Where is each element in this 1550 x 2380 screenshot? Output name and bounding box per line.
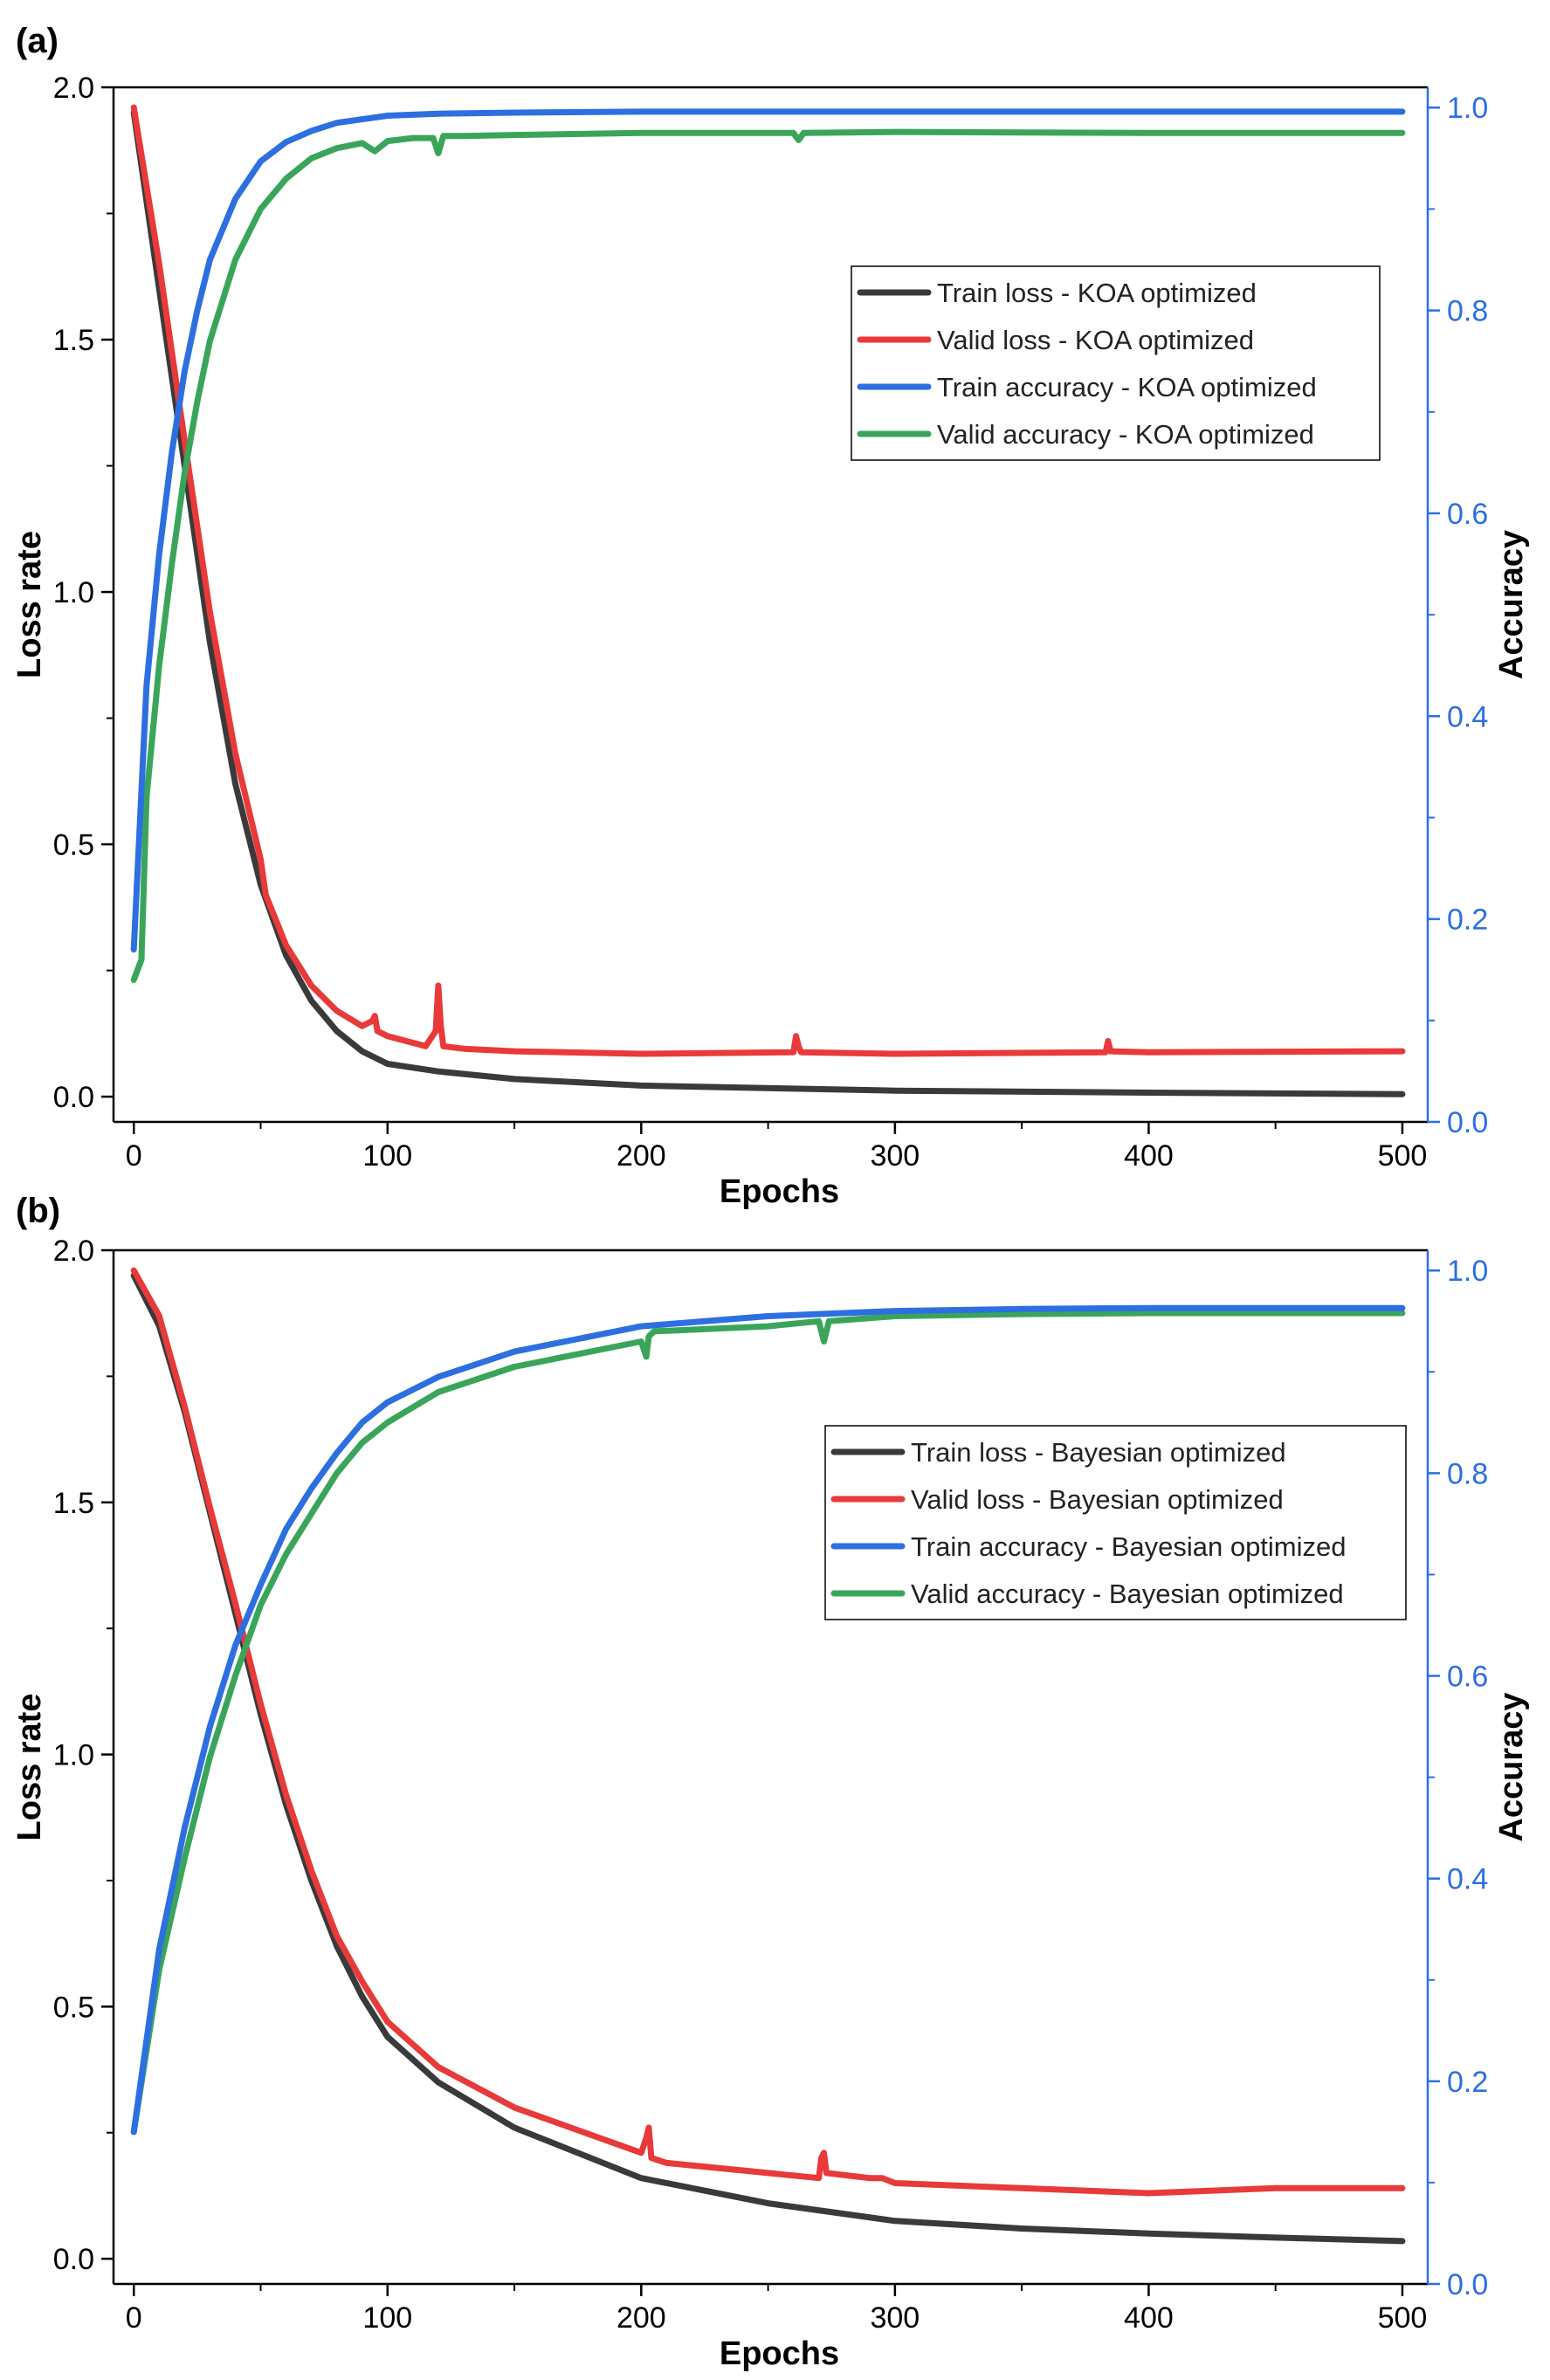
- y-tick-label: 0.5: [53, 1991, 94, 2024]
- legend-box: [851, 265, 1381, 461]
- series-group: [130, 104, 1406, 1097]
- x-tick-label: 500: [1378, 2301, 1428, 2335]
- series-line-valid-loss: [130, 104, 1406, 1057]
- y2-tick-label: 0.8: [1447, 1457, 1488, 1490]
- series-line-train-loss: [130, 109, 1406, 1097]
- x-tick-label: 400: [1124, 1139, 1174, 1173]
- series-line-valid-loss: [130, 1267, 1406, 2197]
- panel-a: (a) 0 100 200 300 400 500 0.0 0.5 1.0 1.5 2.0 0.0 0.2…: [11, 22, 1530, 1210]
- y2-tick-label: 1.0: [1447, 92, 1488, 125]
- y-tick-label: 0.0: [53, 2243, 94, 2276]
- x-tick-label: 0: [126, 2301, 142, 2335]
- x-axis-label: Epochs: [720, 1173, 839, 1210]
- y-tick-label: 1.0: [53, 576, 94, 609]
- series-line-valid-acc: [130, 128, 1406, 983]
- y2-tick-label: 0.4: [1447, 1863, 1488, 1896]
- legend-label-valid-loss: Valid loss - Bayesian optimized: [911, 1484, 1284, 1515]
- panel-label: (b): [16, 1192, 60, 1230]
- x-tick-label: 0: [126, 1139, 142, 1173]
- series-line-train-loss: [130, 1272, 1406, 2245]
- y2-tick-label: 0.2: [1447, 904, 1488, 937]
- y2-tick-label: 0.8: [1447, 295, 1488, 328]
- y-tick-label: 1.5: [53, 1487, 94, 1520]
- legend-label-valid-acc: Valid accuracy - KOA optimized: [937, 419, 1314, 450]
- y-tick-label: 0.5: [53, 829, 94, 862]
- series-line-train-acc: [130, 1304, 1406, 2136]
- x-tick-label: 500: [1378, 1139, 1428, 1173]
- y-axis-label: Loss rate: [11, 531, 48, 678]
- legend-label-train-loss: Train loss - KOA optimized: [937, 278, 1257, 308]
- x-axis-label: Epochs: [720, 2335, 839, 2372]
- x-tick-label: 200: [617, 1139, 666, 1173]
- legend-box: [824, 1425, 1407, 1620]
- y2-tick-label: 0.6: [1447, 1661, 1488, 1694]
- y2-tick-label: 0.2: [1447, 2066, 1488, 2099]
- legend: Train loss - Bayesian optimized Valid los…: [824, 1425, 1407, 1620]
- legend: Train loss - KOA optimized Valid loss - K…: [851, 265, 1381, 461]
- y2-tick-label: 0.0: [1447, 1106, 1488, 1139]
- legend-label-train-loss: Train loss - Bayesian optimized: [911, 1437, 1286, 1468]
- series-line-train-acc: [130, 108, 1406, 953]
- series-line-valid-acc: [130, 1310, 1406, 2136]
- legend-label-train-acc: Train accuracy - KOA optimized: [937, 372, 1317, 402]
- y-tick-label: 1.5: [53, 324, 94, 357]
- y2-tick-label: 1.0: [1447, 1255, 1488, 1288]
- y2-tick-label: 0.6: [1447, 498, 1488, 531]
- y2-tick-label: 0.4: [1447, 700, 1488, 733]
- x-tick-label: 300: [870, 2301, 920, 2335]
- y-tick-label: 2.0: [53, 1235, 94, 1268]
- y-axis-label: Loss rate: [11, 1694, 48, 1841]
- legend-label-train-acc: Train accuracy - Bayesian optimized: [911, 1531, 1347, 1562]
- y2-tick-label: 0.0: [1447, 2268, 1488, 2301]
- panel-b: (b) 0 100 200 300 400 500 0.0 0.5 1.0 1.5 2.0 0.0 0.2…: [11, 1192, 1530, 2372]
- panel-label: (a): [16, 22, 59, 60]
- legend-label-valid-loss: Valid loss - KOA optimized: [937, 325, 1254, 355]
- x-tick-label: 200: [617, 2301, 666, 2335]
- y-tick-label: 2.0: [53, 72, 94, 105]
- y-tick-label: 0.0: [53, 1081, 94, 1114]
- legend-label-valid-acc: Valid accuracy - Bayesian optimized: [911, 1579, 1344, 1609]
- y-tick-label: 1.0: [53, 1739, 94, 1772]
- y2-axis-label: Accuracy: [1493, 1692, 1530, 1841]
- x-tick-label: 100: [362, 1139, 412, 1173]
- y2-axis-label: Accuracy: [1493, 530, 1530, 679]
- x-tick-label: 300: [870, 1139, 920, 1173]
- x-tick-label: 400: [1124, 2301, 1174, 2335]
- x-tick-label: 100: [362, 2301, 412, 2335]
- series-group: [130, 1267, 1406, 2245]
